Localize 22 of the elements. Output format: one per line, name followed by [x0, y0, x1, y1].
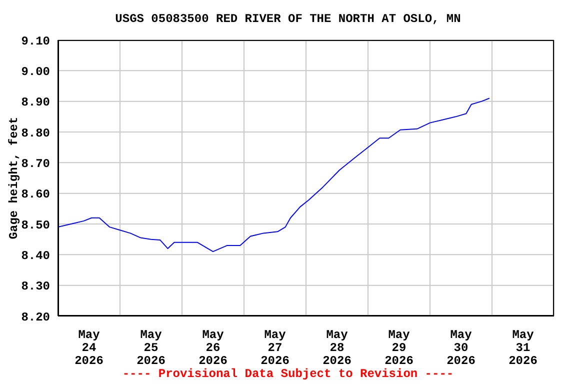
y-tick-label: 8.90	[21, 96, 50, 110]
y-tick-label: 8.30	[21, 280, 50, 294]
x-tick-label: May 30 2026	[446, 328, 476, 368]
x-tick-label: May 25 2026	[136, 328, 166, 368]
line-series	[58, 98, 490, 252]
x-tick-label: May 29 2026	[384, 328, 414, 368]
y-tick-label: 8.20	[21, 310, 50, 324]
y-tick-label: 9.00	[21, 64, 50, 79]
y-tick-label: 8.60	[21, 188, 50, 202]
chart-title: USGS 05083500 RED RIVER OF THE NORTH AT OSLO, MN	[114, 12, 462, 26]
y-tick-label: 8.70	[21, 156, 50, 171]
y-axis-title: Gage height, feet	[7, 116, 21, 240]
x-tick-label: May 31 2026	[508, 328, 538, 368]
y-tick-label: 8.50	[21, 218, 50, 232]
y-tick-label: 8.80	[21, 126, 50, 140]
x-tick-label: May 24 2026	[74, 328, 104, 368]
x-tick-label: May 26 2026	[198, 328, 228, 368]
x-tick-label: May 27 2026	[260, 328, 290, 368]
text: ---- Provisional Data Subject to Revision ----	[121, 367, 455, 381]
x-tick-label: May 28 2026	[322, 328, 352, 368]
y-tick-label: 8.40	[21, 248, 50, 263]
y-tick-label: 9.10	[21, 34, 50, 48]
